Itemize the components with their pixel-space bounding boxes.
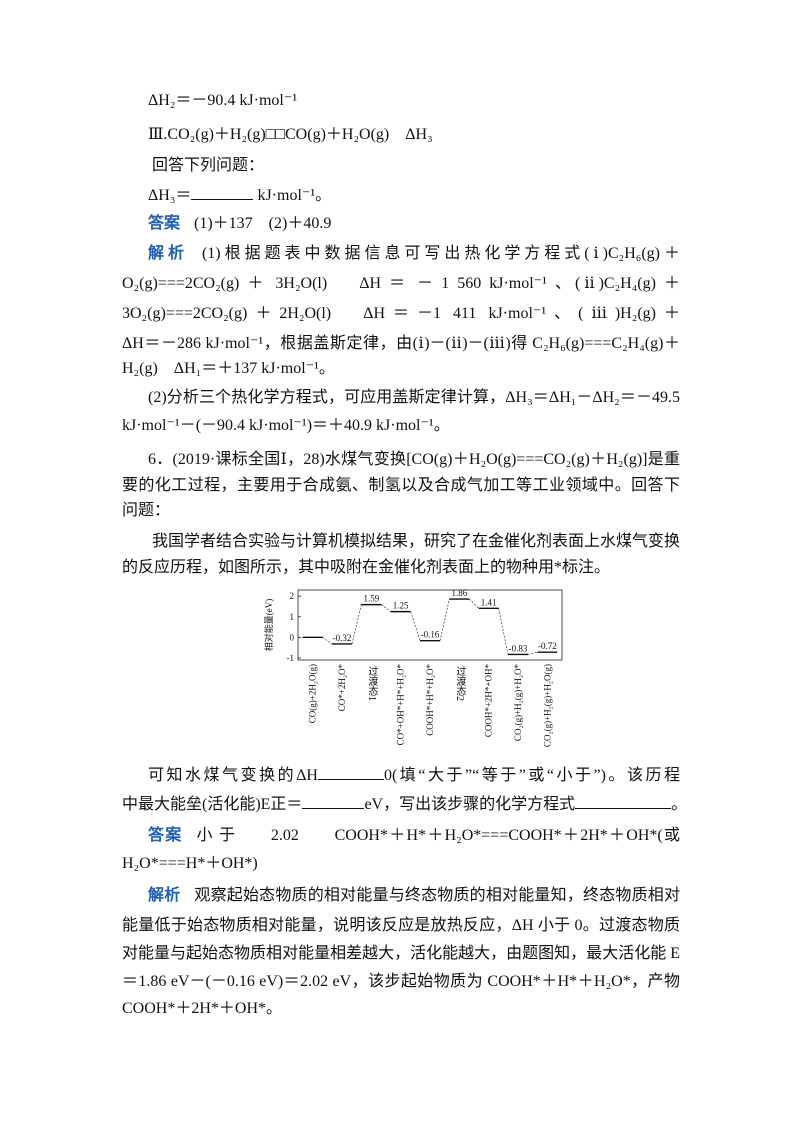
text-run: H₂(g) ΔH₁＝＋137 kJ·mol⁻¹。 [122, 360, 335, 377]
category-label: 过渡态2 [454, 665, 466, 701]
category-label: CO₂(g)+H₂(g)+H₂O(g) [542, 664, 552, 747]
text-run: O₂(g)===2CO₂(g) ＋ 3H₂O(l) ΔH ＝ － 1 560 k… [122, 275, 680, 292]
y-tick-label: 1 [290, 612, 295, 622]
text-line: 能量低于始态物质相对能量，说明该反应是放热反应，ΔH 小于 0。过渡态物质相 [122, 916, 680, 936]
text-line: 解析 观察起始态物质的相对能量与终态物质的相对能量知，终态物质相对 [148, 886, 680, 906]
text-line: ΔH₂＝－90.4 kJ·mol⁻¹ [148, 91, 297, 111]
text-run: 问题： [122, 502, 171, 519]
text-run: 3O₂(g)===2CO₂(g)＋2H₂O(l) ΔH＝－1 411 kJ·mo… [122, 305, 680, 322]
category-label: CO*+OH*+H*+H₂O* [396, 664, 406, 746]
text-run: Ⅲ.CO₂(g)＋H₂(g)□□CO(g)＋H₂O(g) ΔH₃ [148, 126, 433, 143]
text-line: 的反应历程，如图所示，其中吸附在金催化剂表面上的物种用*标注。 [122, 558, 610, 578]
text-line: 解析 (1)根据题表中数据信息可写出热化学方程式(ⅰ)C₂H₆(g)＋ [148, 244, 680, 264]
text-run: ΔH₃＝ [148, 187, 192, 204]
value-label: -0.32 [333, 633, 352, 643]
text-line: 答案小 于 2.02 COOH*＋H*＋H₂O*===COOH*＋2H*＋OH*… [148, 826, 680, 846]
label-tag: 答案 [148, 827, 183, 844]
value-label: 1.41 [481, 597, 497, 607]
text-line: 中最大能垒(活化能)E正＝ eV，写出该步骤的化学方程式 。 [122, 794, 687, 815]
text-run: 要的化工过程，主要用于合成氨、制氢以及合成气加工等工业领域中。回答下列 [122, 477, 680, 494]
text-line: Ⅲ.CO₂(g)＋H₂(g)□□CO(g)＋H₂O(g) ΔH₃ [148, 125, 433, 145]
value-label: -0.83 [509, 643, 528, 653]
text-run: 0(填“大于”“等于”或“小于”)。该历程 [383, 767, 680, 784]
text-run: (1)＋137 (2)＋40.9 [194, 215, 332, 232]
answer-blank [317, 765, 384, 780]
answer-blank [191, 185, 254, 200]
label-tag: 答案 [148, 215, 181, 232]
category-label: COOH*+2H*+OH* [484, 664, 494, 738]
value-label: -0.72 [538, 641, 557, 651]
text-run: 6．(2019·课标全国Ⅰ，28)水煤气变换[CO(g)＋H₂O(g)===CO… [148, 451, 680, 468]
value-label: 1.25 [393, 601, 409, 611]
text-line: H₂O*===H*＋OH*) [122, 854, 258, 874]
text-run: 回答下列问题： [152, 157, 265, 174]
label-tag: 解析 [148, 245, 188, 262]
category-label: CO*+2H₂O* [337, 664, 347, 712]
connector [351, 604, 362, 645]
text-line: ΔH＝－286 kJ·mol⁻¹，根据盖斯定律，由(ⅰ)－(ⅱ)－(ⅲ)得 C₂… [122, 334, 680, 354]
connector [527, 651, 538, 655]
text-line: ΔH₃＝ kJ·mol⁻¹。 [148, 185, 331, 206]
connector [439, 598, 450, 641]
text-run: 小 于 2.02 COOH*＋H*＋H₂O*===COOH*＋2H*＋OH*(或 [196, 827, 680, 844]
connector [381, 604, 391, 612]
text-run: 的反应历程，如图所示，其中吸附在金催化剂表面上的物种用*标注。 [122, 559, 611, 576]
text-run: (1)根据题表中数据信息可写出热化学方程式(ⅰ)C₂H₆(g)＋ [201, 245, 680, 262]
value-label: -0.16 [421, 630, 440, 640]
y-tick-label: 2 [290, 591, 295, 601]
text-line: 可知水煤气变换的ΔH 0(填“大于”“等于”或“小于”)。该历程 [148, 765, 680, 785]
text-run: kJ·mol⁻¹。 [253, 187, 332, 204]
text-line: 对能量与起始态物质相对能量相差越大，活化能越大，由题图知，最大活化能 E正 [122, 944, 680, 964]
text-line: H₂(g) ΔH₁＝＋137 kJ·mol⁻¹。 [122, 359, 335, 379]
text-run: (2)分析三个热化学方程式，可应用盖斯定律计算，ΔH₃＝ΔH₁－ΔH₂＝－49.… [148, 389, 680, 406]
text-run: ΔH₂＝－90.4 kJ·mol⁻¹ [148, 92, 298, 109]
value-label: 1.86 [451, 588, 467, 598]
text-run: H₂O*===H*＋OH*) [122, 855, 258, 872]
text-run: 我国学者结合实验与计算机模拟结果，研究了在金催化剂表面上水煤气变换 [152, 533, 680, 550]
category-label: CO(g)+2H₂O(g) [308, 664, 318, 723]
text-run: ＝1.86 eV－(－0.16 eV)＝2.02 eV，该步起始物质为 COOH… [122, 973, 680, 990]
answer-blank [575, 794, 672, 809]
text-line: 问题： [122, 501, 170, 521]
text-line: COOH*＋2H*＋OH*。 [122, 999, 282, 1019]
value-label: 1.59 [363, 594, 379, 604]
text-run: 对能量与起始态物质相对能量相差越大，活化能越大，由题图知，最大活化能 E正 [122, 945, 680, 962]
text-run: COOH*＋2H*＋OH*。 [122, 1000, 283, 1017]
text-line: (2)分析三个热化学方程式，可应用盖斯定律计算，ΔH₃＝ΔH₁－ΔH₂＝－49.… [148, 388, 680, 408]
text-line: kJ·mol⁻¹－(－90.4 kJ·mol⁻¹)＝＋40.9 kJ·mol⁻¹… [122, 416, 450, 436]
text-run: 可知水煤气变换的ΔH [148, 767, 318, 784]
text-line: 答案 (1)＋137 (2)＋40.9 [148, 214, 331, 234]
text-run: 观察起始态物质的相对能量与终态物质的相对能量知，终态物质相对 [194, 887, 680, 904]
y-axis-label: 相对能量(eV) [263, 599, 274, 652]
category-label: 过渡态1 [366, 665, 378, 701]
label-tag: 解析 [148, 887, 181, 904]
y-tick-label: -1 [287, 653, 295, 663]
text-line: O₂(g)===2CO₂(g) ＋ 3H₂O(l) ΔH ＝ － 1 560 k… [122, 274, 680, 294]
text-run: eV，写出该步骤的化学方程式 [364, 796, 576, 813]
connector [469, 598, 479, 609]
text-line: 3O₂(g)===2CO₂(g)＋2H₂O(l) ΔH＝－1 411 kJ·mo… [122, 304, 680, 324]
connector [498, 608, 509, 655]
category-label: COOH*+H*+H₂O* [425, 664, 435, 736]
category-label: CO₂(g)+H₂(g)+H₂O* [513, 664, 523, 742]
text-line: 回答下列问题： [152, 156, 264, 176]
text-run: 中最大能垒(活化能)E正＝ [122, 796, 303, 813]
text-line: 要的化工过程，主要用于合成氨、制氢以及合成气加工等工业领域中。回答下列 [122, 476, 680, 496]
text-run: 能量低于始态物质相对能量，说明该反应是放热反应，ΔH 小于 0。过渡态物质相 [122, 917, 680, 934]
y-tick-label: 0 [290, 632, 295, 642]
text-run: kJ·mol⁻¹－(－90.4 kJ·mol⁻¹)＝＋40.9 kJ·mol⁻¹… [122, 417, 450, 434]
text-run: 。 [671, 796, 688, 813]
connector [410, 611, 421, 641]
text-line: ＝1.86 eV－(－0.16 eV)＝2.02 eV，该步起始物质为 COOH… [122, 972, 680, 992]
connector [322, 637, 333, 645]
text-run: ΔH＝－286 kJ·mol⁻¹，根据盖斯定律，由(ⅰ)－(ⅱ)－(ⅲ)得 C₂… [122, 335, 680, 352]
plot-frame [297, 589, 563, 661]
text-line: 我国学者结合实验与计算机模拟结果，研究了在金催化剂表面上水煤气变换 [152, 532, 680, 552]
text-line: 6．(2019·课标全国Ⅰ，28)水煤气变换[CO(g)＋H₂O(g)===CO… [148, 450, 680, 470]
answer-blank [302, 794, 365, 809]
